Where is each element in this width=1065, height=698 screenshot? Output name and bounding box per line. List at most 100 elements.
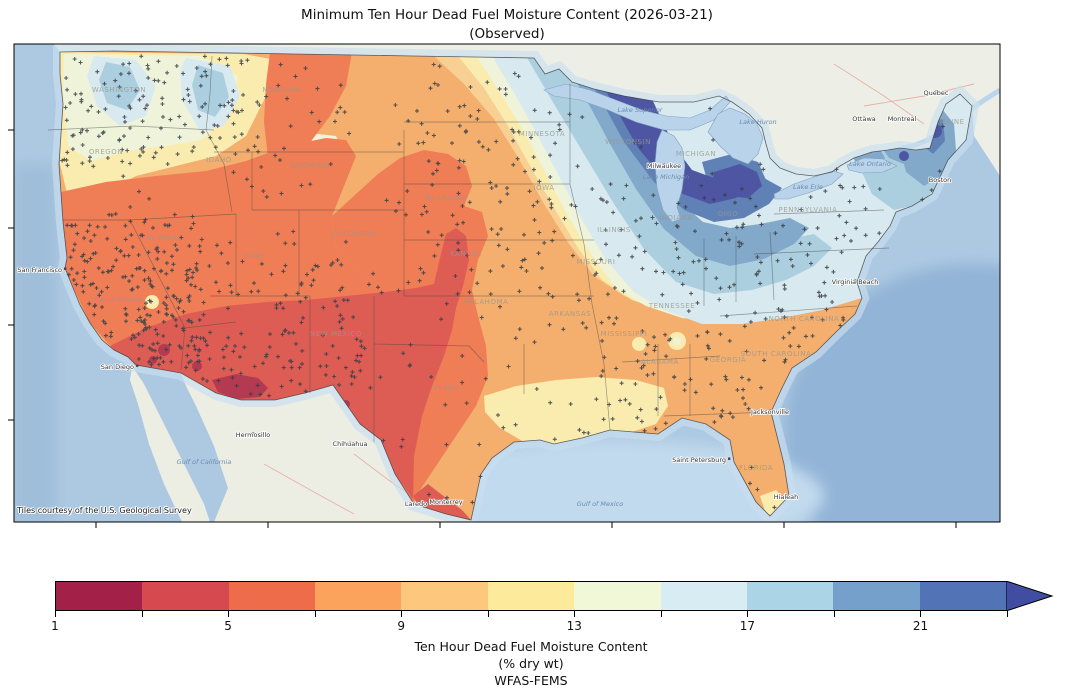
state-label: MAINE [939,118,964,126]
pacific-deep [14,164,56,522]
water-label: Lake Erie [793,183,823,191]
city-dot [136,364,139,367]
water-label: Lake Michigan [643,173,690,181]
city-label: Boston [929,176,951,184]
state-label: MISSOURI [576,258,615,266]
state-label: WISCONSIN [605,138,651,146]
station-marker-plus [60,54,945,510]
state-label: OHIO [718,210,739,218]
city-dot [900,116,904,119]
city-label: Hialeah [774,493,799,501]
city-label: Milwaukee [647,162,681,170]
colorbar-tick [1007,611,1008,617]
city-dot [414,501,418,504]
map-frame [13,43,1001,523]
state-label: IOWA [533,184,554,192]
colorbar-tick-label: 17 [739,619,755,633]
state-border-line [569,183,611,431]
city-dot [862,116,866,119]
colorbar-segment [746,582,834,610]
city-dot [662,163,666,166]
city-dot [444,499,448,502]
state-label: UTAH [243,252,264,260]
city-label: San Francisco [17,266,62,274]
state-label: WASHINGTON [92,86,146,94]
colorbar-tick-label: 9 [397,619,405,633]
city-dot [784,494,788,497]
state-border-line [184,321,237,329]
colorbar-tick [487,611,489,617]
colorbar-segment [487,582,575,610]
water-label: Lake Superior [618,106,664,114]
contour-over-23-mi [712,164,762,198]
colorbar-segment [142,582,229,610]
contour-sw-3-5 [110,228,469,499]
city-label: Jacksonville [750,408,789,416]
water-label: Gulf of California [177,458,232,466]
city-label: Quebec [924,89,949,97]
water-label: Lake Ontario [849,160,891,168]
state-border-line [205,55,213,131]
title-line2: (Observed) [469,26,545,42]
colorbar [55,581,1007,611]
gulf-shelf [404,441,824,522]
colorbar-tick-label: 21 [912,619,929,633]
station-markers [60,54,945,510]
colorbar-tick [55,611,56,617]
lake-erie [773,170,844,200]
state-label: OKLAHOMA [463,298,508,306]
state-border-line [769,231,775,301]
us-outline [58,50,973,521]
city-dot [728,457,731,460]
title-line1: Minimum Ten Hour Dead Fuel Moisture Cont… [301,7,713,23]
contour-la-11-13 [484,377,668,446]
state-label: INDIANA [659,214,693,222]
contour-over-23-vt [899,151,909,161]
contour-phx-1-3 [192,361,202,371]
state-label: MICHIGAN [676,150,716,158]
city-label: Laredo [405,500,427,508]
state-label: FLORIDA [739,464,773,472]
colorbar-tick-label: 1 [51,619,59,633]
map-labels: WASHINGTON OREGON CALIFORNIA NEVADA IDAHO MON… [17,86,965,509]
colorbar-segment [401,582,488,610]
map-canvas[interactable]: WASHINGTON OREGON CALIFORNIA NEVADA IDAHO MON… [8,43,1001,528]
contour-socal2-1-3 [149,356,157,364]
colorbar-segment [833,582,920,610]
contour-stx-3-5 [413,484,471,520]
lake-ontario [846,157,898,174]
state-label: NEBRASKA [425,194,467,202]
colorbar-label-line1: Ten Hour Dead Fuel Moisture Content [414,639,648,654]
city-label: Hermosillo [236,431,271,439]
colorbar-label-line2: (% dry wt) [498,656,564,671]
city-label: San Diego [101,363,134,371]
state-border-line [719,305,858,317]
city-dot [938,177,942,180]
state-label: WYOMING [290,162,329,170]
colorbar-tick [747,611,749,617]
state-label: ALABAMA [641,358,679,366]
contour-mt-5-7 [264,52,352,170]
colorbar-tick [660,611,662,617]
city-dot [853,279,857,282]
city-label: Monterrey [429,498,462,506]
city-label: Montreal [888,115,917,123]
colorbar-tick [314,611,316,617]
colorbar-segment [919,582,1006,610]
colorbar-tick [574,611,576,617]
colorbar-segment [56,582,143,610]
lake-michigan [654,129,686,223]
colorbar-tick [228,611,230,617]
contour-ga-core [673,337,681,345]
state-border-line [373,343,485,363]
colorbar-tick [833,611,835,617]
state-label: MISSISSIPPI [601,330,648,338]
state-label: CALIFORNIA [94,296,142,304]
colorbar-tick-label: 13 [566,619,582,633]
us-fuel-moisture-map: WASHINGTON OREGON CALIFORNIA NEVADA IDAHO MON… [8,43,1001,528]
colorbar-extend-arrow [1006,581,1054,611]
state-label: IDAHO [206,156,232,164]
water-label: Gulf of Mexico [577,500,623,508]
state-label: ARKANSAS [549,310,591,318]
